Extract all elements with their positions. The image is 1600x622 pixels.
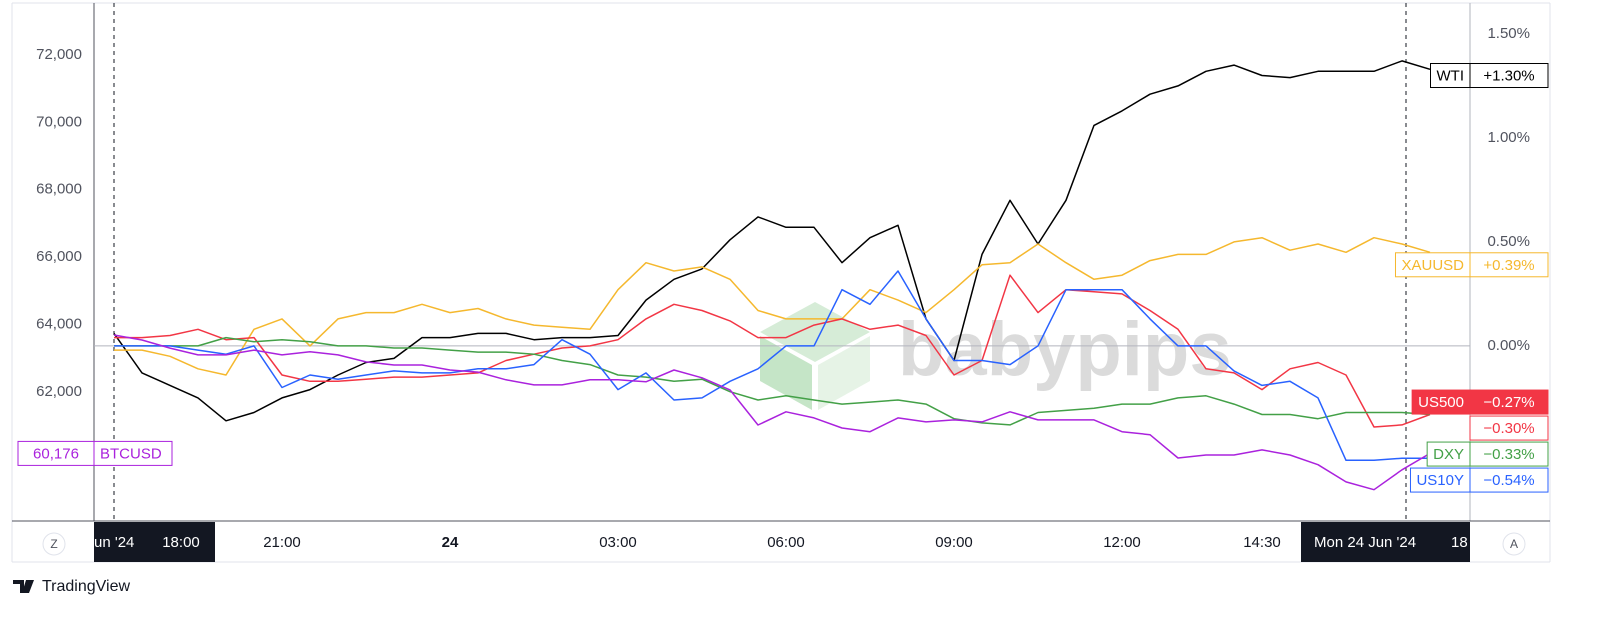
- value-label-box: [1469, 467, 1549, 493]
- value-label-box: [1469, 389, 1549, 415]
- crosshair-box: [94, 522, 215, 562]
- value-label: −0.33%: [1483, 446, 1534, 463]
- name-label-box: [1430, 63, 1471, 89]
- legend-label: DXY: [1433, 446, 1464, 463]
- y-tick-label: 66,000: [36, 248, 82, 265]
- x-tick-label: 12:00: [1103, 534, 1141, 551]
- series-line: [113, 60, 1431, 422]
- x-tick-label: 24: [442, 534, 459, 551]
- y-tick-label: 70,000: [36, 113, 82, 130]
- series-line: [113, 334, 1431, 491]
- y2-tick-label: 0.50%: [1487, 233, 1530, 250]
- y2-tick-label: 1.00%: [1487, 129, 1530, 146]
- x-tick-label: 06:00: [767, 534, 805, 551]
- value-label-box: [1469, 415, 1549, 441]
- name-label-box: [1409, 467, 1471, 493]
- y2-tick-label: 0.00%: [1487, 337, 1530, 354]
- x-tick-label: 14:30: [1243, 534, 1281, 551]
- crosshair-box: [1301, 522, 1470, 562]
- y-tick-label: 68,000: [36, 181, 82, 198]
- watermark: babypips: [760, 302, 1232, 410]
- crosshair-label: un '24: [94, 534, 134, 551]
- logo-text: TradingView: [42, 578, 130, 595]
- series-line: [114, 274, 1431, 428]
- crosshair-label: Mon 24 Jun '24: [1314, 534, 1416, 551]
- legend-label: BTCUSD: [100, 445, 162, 462]
- x-tick-label: 03:00: [599, 534, 637, 551]
- name-label-box: [1411, 389, 1471, 415]
- series-line: [114, 336, 1431, 426]
- y-tick-label: 64,000: [36, 316, 82, 333]
- legend-label: US500: [1418, 394, 1464, 411]
- value-label: −0.54%: [1483, 472, 1534, 489]
- x-tick-label: 21:00: [263, 534, 301, 551]
- name-label-box: [1394, 252, 1471, 278]
- x-tick-label: 09:00: [935, 534, 973, 551]
- y2-tick-label: 1.50%: [1487, 25, 1530, 42]
- legend-label: WTI: [1437, 67, 1465, 84]
- value-label: +1.30%: [1483, 67, 1534, 84]
- value-label: −0.27%: [1483, 394, 1534, 411]
- watermark-cube: [818, 336, 870, 410]
- watermark-cube: [760, 302, 870, 362]
- series-line: [114, 236, 1431, 376]
- name-label-box: [93, 440, 173, 466]
- y-tick-label: 62,000: [36, 383, 82, 400]
- button-label[interactable]: A: [1510, 537, 1518, 551]
- value-label: −0.30%: [1483, 420, 1534, 437]
- value-label: +0.39%: [1483, 257, 1534, 274]
- crosshair-label: 18: [1451, 534, 1468, 551]
- logo-icon: [13, 580, 34, 593]
- watermark-text: babypips: [898, 307, 1232, 392]
- y-tick-label: 72,000: [36, 46, 82, 63]
- button[interactable]: [42, 532, 66, 556]
- logo: TradingView: [13, 578, 130, 595]
- frame: [11, 2, 1551, 563]
- plot: [94, 60, 1470, 491]
- value-label: 60,176: [33, 445, 79, 462]
- crosshair-labels: un '24 Mon 24 Jun '24 18: [94, 522, 1470, 562]
- value-label-box: [17, 440, 95, 466]
- watermark-cube: [760, 336, 812, 410]
- series-line: [114, 270, 1430, 462]
- name-label-box: [1426, 441, 1471, 467]
- button-label[interactable]: Z: [50, 537, 57, 551]
- button[interactable]: [1502, 532, 1526, 556]
- legend-label: US10Y: [1416, 472, 1464, 489]
- value-label-box: [1469, 441, 1549, 467]
- x-tick-label: 18:00: [162, 534, 200, 551]
- legend-label: XAUUSD: [1401, 257, 1464, 274]
